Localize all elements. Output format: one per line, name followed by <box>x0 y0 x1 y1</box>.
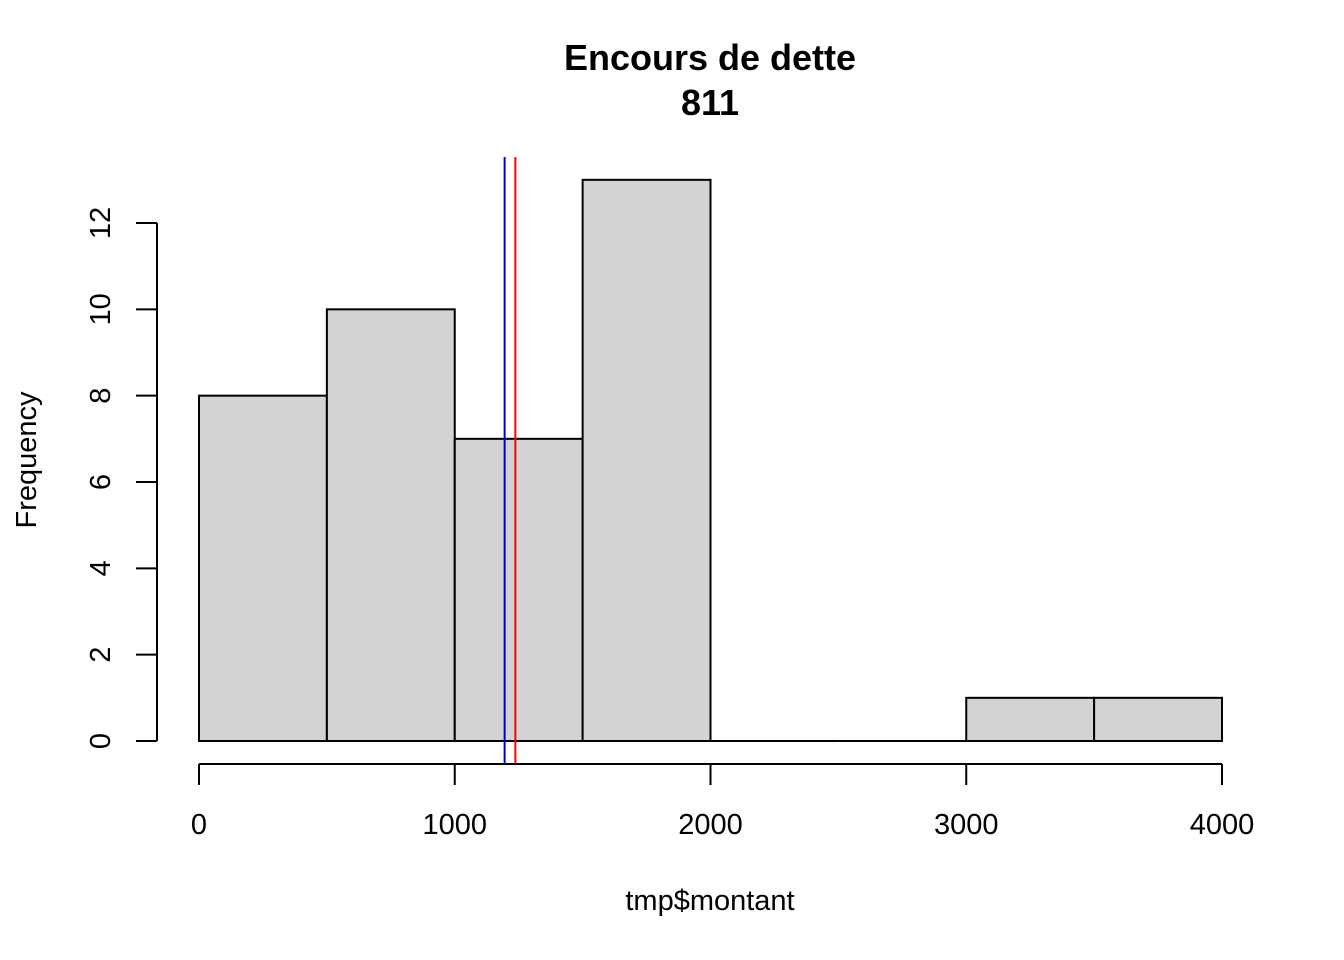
histogram-bar-6 <box>965 696 1096 742</box>
histogram-bar-0 <box>198 394 328 742</box>
histogram-bar-1 <box>325 308 456 742</box>
reference-lines <box>503 157 517 763</box>
histogram-bar-2 <box>453 437 584 742</box>
chart-subtitle: 811 <box>681 82 739 123</box>
x-tick-label-2: 2000 <box>678 809 743 841</box>
y-tick-label-3: 6 <box>85 474 117 490</box>
x-tick-label-1: 1000 <box>422 809 487 841</box>
x-tick-label-0: 0 <box>191 809 207 841</box>
y-tick-label-5: 10 <box>85 293 117 325</box>
histogram-bar-3 <box>581 178 712 743</box>
x-axis-label: tmp$montant <box>625 885 794 917</box>
chart-title: Encours de dette <box>564 37 856 78</box>
histogram-bars <box>198 178 1223 743</box>
y-tick-label-6: 12 <box>85 207 117 239</box>
x-tick-label-4: 4000 <box>1190 809 1255 841</box>
x-tick-label-3: 3000 <box>934 809 999 841</box>
y-axis-label: Frequency <box>11 391 43 529</box>
y-tick-label-0: 0 <box>85 733 117 749</box>
y-tick-label-1: 2 <box>85 647 117 663</box>
histogram-bar-7 <box>1093 696 1223 742</box>
x-axis: 0 1000 2000 3000 4000 <box>191 763 1255 841</box>
y-axis: 0 2 4 6 8 10 12 <box>85 207 158 749</box>
y-tick-label-2: 4 <box>85 560 117 576</box>
y-tick-label-4: 8 <box>85 388 117 404</box>
